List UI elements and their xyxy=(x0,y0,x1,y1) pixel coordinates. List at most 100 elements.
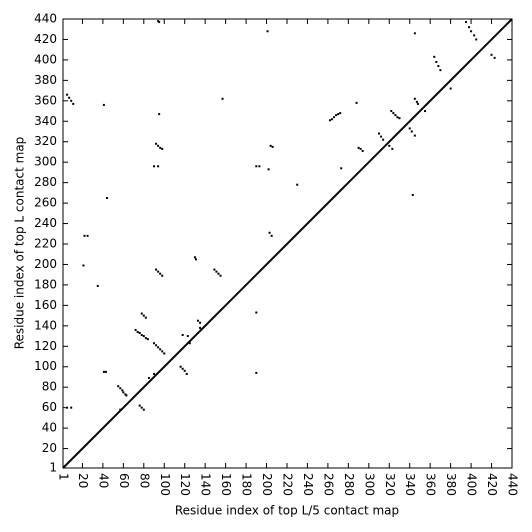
point xyxy=(83,234,86,237)
y-tick-label: 160 xyxy=(34,298,57,312)
point xyxy=(296,183,299,186)
point xyxy=(72,102,75,105)
point xyxy=(333,116,336,119)
x-axis-label: Residue index of top L/5 contact map xyxy=(175,504,399,518)
point xyxy=(142,335,145,338)
y-tick-label: 1 xyxy=(49,461,57,475)
x-tick-label: 200 xyxy=(260,473,274,496)
x-tick-label: 20 xyxy=(76,473,90,488)
y-tick-label: 260 xyxy=(34,196,57,210)
point xyxy=(268,231,271,234)
point xyxy=(158,21,161,24)
point xyxy=(475,38,478,41)
y-tick-label: 400 xyxy=(34,52,57,66)
x-tick-label: 40 xyxy=(96,473,110,488)
point xyxy=(161,274,164,277)
diagonal xyxy=(62,18,513,469)
point xyxy=(337,113,340,116)
point xyxy=(355,101,358,104)
x-tick-label: 300 xyxy=(362,473,376,496)
point xyxy=(197,319,200,322)
point xyxy=(493,56,496,59)
point xyxy=(408,127,411,130)
x-tick-label: 360 xyxy=(424,473,438,496)
point xyxy=(439,69,442,72)
point xyxy=(266,30,269,33)
point xyxy=(392,112,395,115)
point xyxy=(213,268,216,271)
point xyxy=(193,256,196,259)
point xyxy=(328,119,331,122)
point xyxy=(255,371,258,374)
point xyxy=(388,144,391,147)
point xyxy=(413,134,416,137)
point xyxy=(138,331,141,334)
point xyxy=(255,311,258,314)
point xyxy=(185,372,188,375)
point xyxy=(411,193,414,196)
x-tick-label: 160 xyxy=(219,473,233,496)
point xyxy=(394,114,397,117)
point xyxy=(96,284,99,287)
y-tick-label: 220 xyxy=(34,237,57,251)
x-tick-label: 260 xyxy=(321,473,335,496)
point xyxy=(155,142,158,145)
y-tick-label: 200 xyxy=(34,257,57,271)
point xyxy=(140,406,143,409)
point xyxy=(267,168,270,171)
x-tick-label: 100 xyxy=(158,473,172,496)
point xyxy=(157,165,160,168)
point xyxy=(82,264,85,267)
point xyxy=(159,146,162,149)
point xyxy=(433,55,436,58)
point xyxy=(147,376,150,379)
point xyxy=(157,346,160,349)
point xyxy=(416,102,419,105)
point xyxy=(161,147,164,150)
point xyxy=(161,350,164,353)
y-tick-label: 380 xyxy=(34,73,57,87)
point xyxy=(435,60,438,63)
point xyxy=(104,370,107,373)
point xyxy=(391,147,394,150)
point xyxy=(144,337,147,340)
x-tick-label: 80 xyxy=(137,473,151,488)
point xyxy=(66,93,69,96)
point xyxy=(158,113,161,116)
point xyxy=(119,408,122,411)
point xyxy=(146,338,149,341)
point xyxy=(183,369,186,372)
point xyxy=(181,367,184,370)
y-tick-label: 340 xyxy=(34,114,57,128)
y-tick-label: 440 xyxy=(34,12,57,26)
point xyxy=(68,96,71,99)
x-tick-label: 280 xyxy=(342,473,356,496)
x-tick-label: 340 xyxy=(403,473,417,496)
point xyxy=(157,270,160,273)
point xyxy=(122,391,125,394)
point xyxy=(179,365,182,368)
point xyxy=(464,21,467,24)
point xyxy=(163,352,166,355)
point xyxy=(66,406,69,409)
x-tick-label: 60 xyxy=(117,473,131,488)
point xyxy=(340,167,343,170)
point xyxy=(134,328,137,331)
point xyxy=(86,234,89,237)
y-tick-label: 280 xyxy=(34,175,57,189)
point xyxy=(378,132,381,135)
point xyxy=(70,406,73,409)
x-tick-label: 440 xyxy=(506,473,520,496)
point xyxy=(330,118,333,121)
point xyxy=(102,103,105,106)
point xyxy=(140,334,143,337)
point xyxy=(470,30,473,33)
y-tick-label: 20 xyxy=(42,441,57,455)
x-tick-label: 140 xyxy=(199,473,213,496)
y-tick-label: 60 xyxy=(42,400,57,414)
point xyxy=(380,135,383,138)
point xyxy=(105,196,108,199)
point xyxy=(424,110,427,113)
point xyxy=(157,20,160,23)
